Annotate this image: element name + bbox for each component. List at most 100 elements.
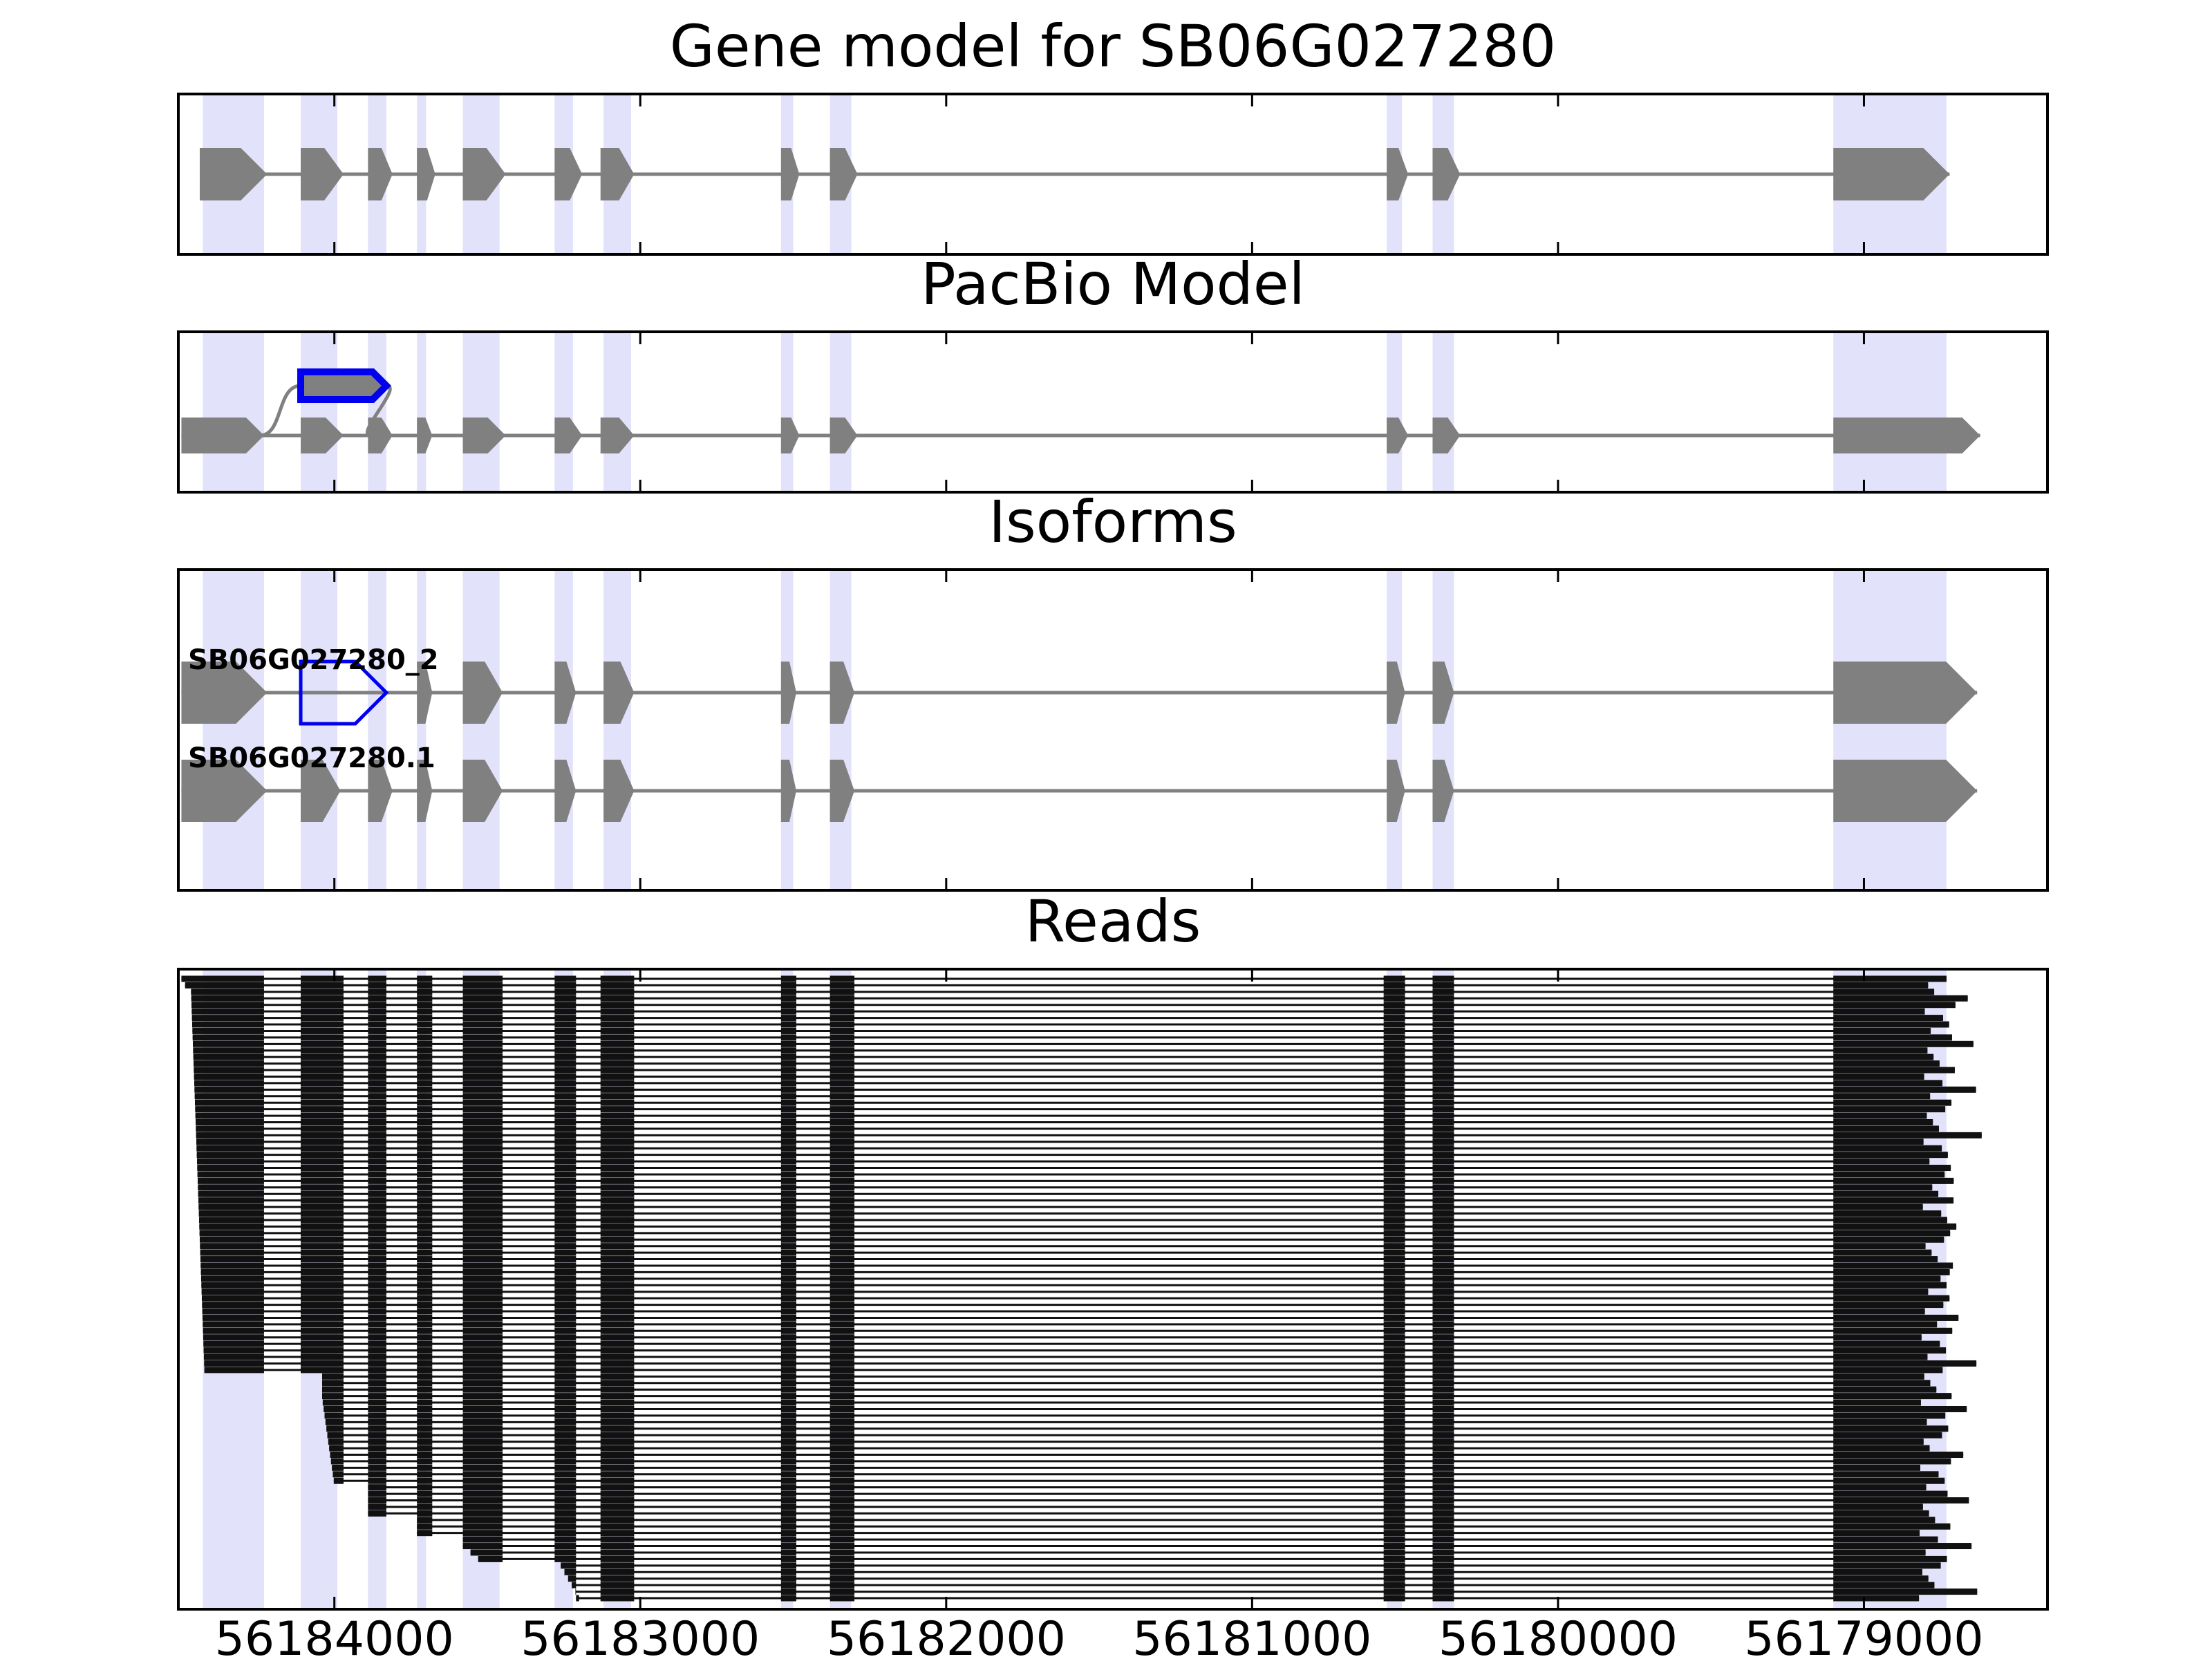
read-exon (203, 1334, 264, 1341)
read-exon (1833, 1282, 1947, 1288)
read-exon (462, 1086, 503, 1093)
read-exon (368, 1327, 386, 1334)
read-exon (1432, 1536, 1454, 1543)
read-exon (554, 982, 577, 988)
read-exon (1833, 1249, 1932, 1256)
read-exon (830, 1334, 855, 1341)
read-exon (1432, 1125, 1454, 1132)
read-exon (462, 1471, 503, 1478)
read (202, 1308, 1925, 1315)
read-exon (830, 1412, 855, 1419)
exon (368, 148, 393, 200)
read-exon (1432, 1106, 1454, 1113)
read-exon (417, 1353, 433, 1360)
read-exon (600, 1510, 635, 1517)
read-exon (462, 1138, 503, 1145)
read-exon (600, 1490, 635, 1497)
read-exon (322, 1393, 344, 1400)
read-exon (368, 1203, 386, 1210)
read (470, 1549, 1926, 1556)
read-exon (1432, 1093, 1454, 1100)
read-exon (600, 1256, 635, 1263)
read-exon (197, 1165, 264, 1172)
read-exon (301, 1223, 344, 1230)
read-exon (600, 1040, 635, 1047)
read-exon (1432, 1223, 1454, 1230)
read-exon (417, 1210, 433, 1217)
read-exon (200, 1243, 264, 1250)
read-exon (1432, 1158, 1454, 1165)
read (196, 1145, 1942, 1152)
read-exon (1383, 1418, 1405, 1425)
read-exon (780, 1197, 796, 1204)
read-exon (600, 1282, 635, 1288)
exon-region-band (830, 571, 852, 889)
read-exon (462, 1503, 503, 1510)
read-exon (830, 1112, 855, 1119)
read-exon (554, 1360, 577, 1367)
read-exon (780, 1334, 796, 1341)
read-exon (1383, 1047, 1405, 1054)
read-exon (325, 1418, 344, 1425)
read-exon (203, 1347, 264, 1354)
read-exon (203, 1340, 264, 1347)
read-exon (1432, 1353, 1454, 1360)
read-exon (1432, 1530, 1454, 1537)
panel-frame (177, 330, 2049, 494)
read (368, 1510, 1929, 1517)
read-exon (417, 1067, 433, 1074)
read-exon (600, 1152, 635, 1159)
read-exon (1432, 1027, 1454, 1034)
read-exon (462, 1334, 503, 1341)
read-exon (417, 1034, 433, 1041)
read-exon (1432, 988, 1454, 995)
read-exon (575, 1588, 577, 1595)
read (568, 1575, 1929, 1582)
read-exon (830, 1067, 855, 1074)
read-exon (780, 1464, 796, 1471)
read-exon (417, 1073, 433, 1080)
exon-region-band (1432, 333, 1454, 491)
read-exon (780, 1034, 796, 1041)
read-exon (462, 1405, 503, 1412)
read-exon (1833, 1536, 1938, 1543)
read-exon (368, 1412, 386, 1419)
read-exon (462, 1497, 503, 1504)
read-exon (1383, 1562, 1405, 1569)
read (203, 1321, 1938, 1328)
read-exon (1833, 1510, 1929, 1517)
read (326, 1425, 1949, 1432)
exon (301, 148, 344, 200)
read-exon (830, 1536, 855, 1543)
read-exon (830, 1445, 855, 1452)
read-exon (830, 1171, 855, 1178)
read-exon (1383, 1067, 1405, 1074)
read (332, 1471, 1939, 1478)
read-exon (600, 1073, 635, 1080)
read-exon (1432, 1314, 1454, 1321)
read-exon (1833, 1138, 1924, 1145)
read (417, 1517, 1936, 1524)
read-exon (1833, 1027, 1931, 1034)
read-exon (1833, 1230, 1951, 1237)
read-exon (1383, 1543, 1405, 1550)
read-exon (417, 1418, 433, 1425)
read-exon (600, 1027, 635, 1034)
read-exon (1432, 1477, 1454, 1484)
exon-region-band (301, 333, 338, 491)
read-exon (554, 1353, 577, 1360)
read-exon (1383, 1334, 1405, 1341)
read-exon (1383, 1353, 1405, 1360)
exon (554, 418, 583, 453)
read-exon (417, 1086, 433, 1093)
read-exon (830, 1230, 855, 1237)
read-exon (1432, 1340, 1454, 1347)
read-exon (195, 1112, 264, 1119)
read-exon (780, 1249, 796, 1256)
read-exon (780, 1360, 796, 1367)
read-exon (368, 1452, 386, 1459)
read-exon (194, 1080, 264, 1087)
read-exon (1383, 1536, 1405, 1543)
read-exon (462, 1243, 503, 1250)
read-exon (600, 995, 635, 1002)
